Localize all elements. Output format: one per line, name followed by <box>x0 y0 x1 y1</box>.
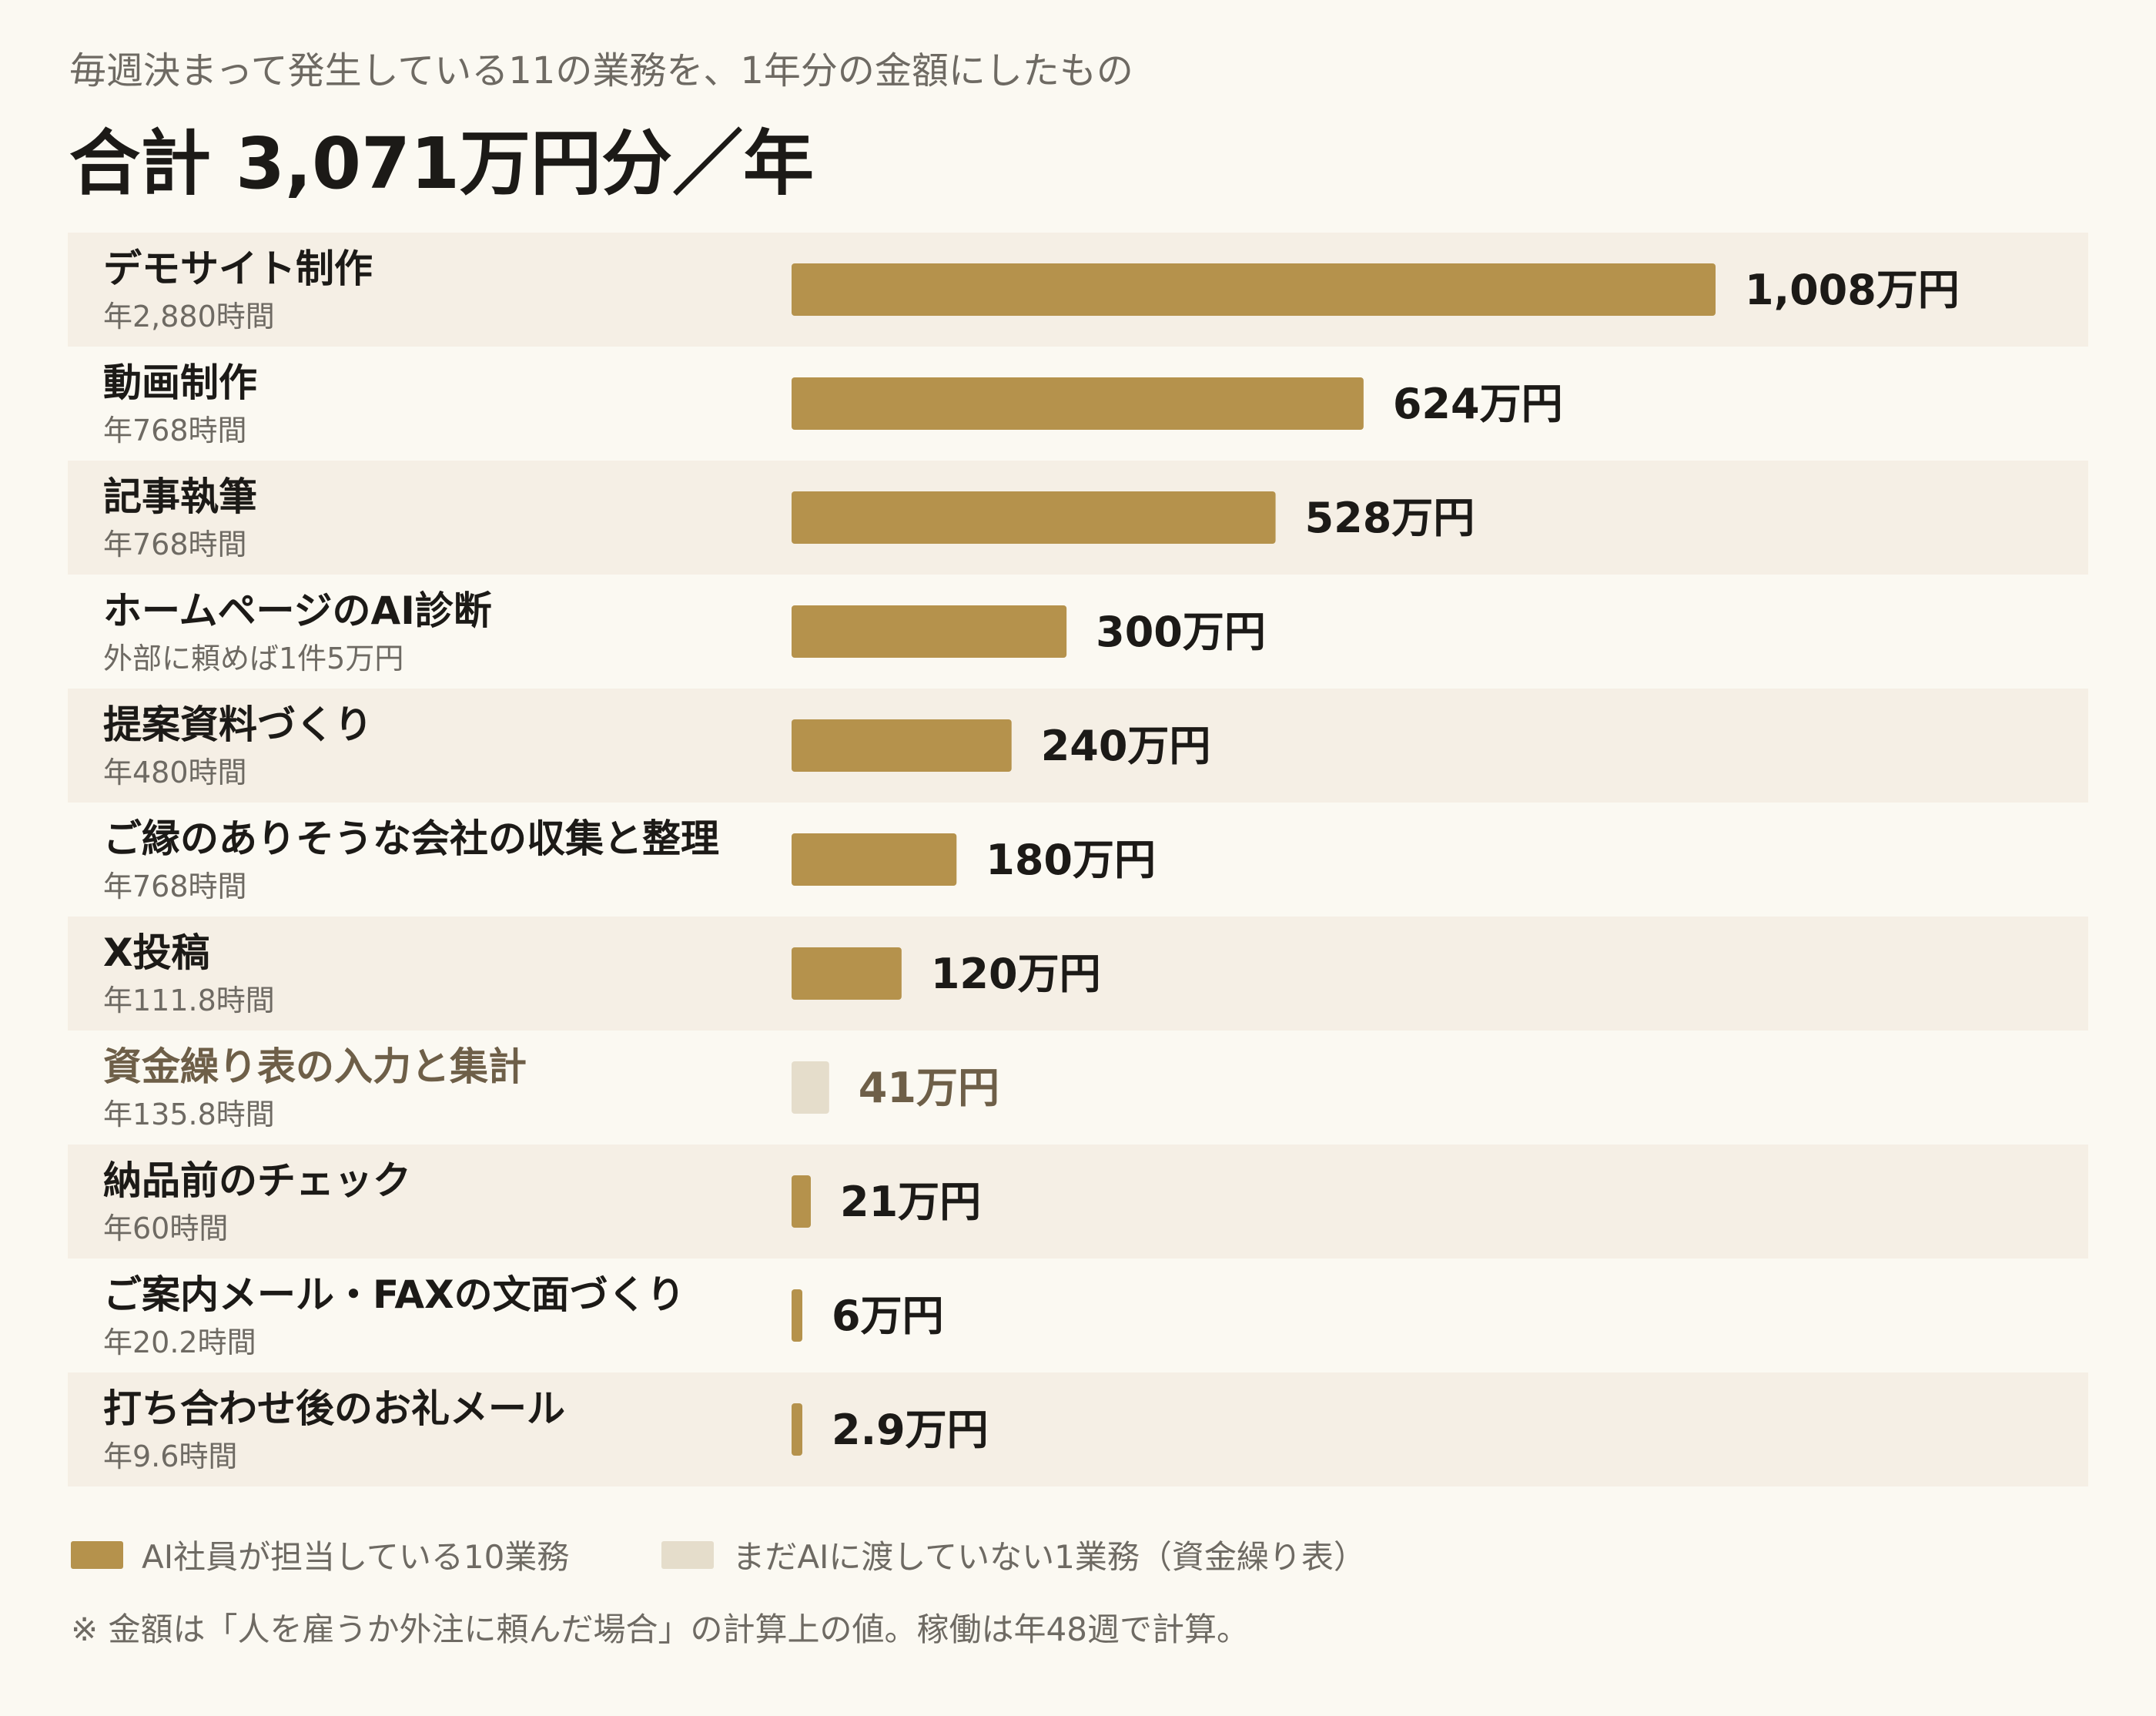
chart-title: 合計 3,071万円分／年 <box>69 122 815 205</box>
bar-detail-label: 年20.2時間 <box>103 1326 256 1359</box>
bar-value-label: 180万円 <box>986 836 1156 884</box>
bar-detail-label: 外部に頼めば1件5万円 <box>103 642 403 675</box>
bar <box>792 1061 829 1114</box>
bar-value-label: 21万円 <box>840 1178 981 1226</box>
bar-detail-label: 年768時間 <box>103 528 247 561</box>
bar-detail-label: 年135.8時間 <box>103 1098 275 1131</box>
bar-value-label: 41万円 <box>859 1064 999 1112</box>
bar <box>792 1403 802 1456</box>
row-band <box>68 917 2088 1031</box>
bar-detail-label: 年2,880時間 <box>103 300 275 333</box>
bar-value-label: 6万円 <box>832 1292 944 1340</box>
legend-swatch-todo <box>661 1540 715 1569</box>
bar-value-label: 240万円 <box>1041 722 1211 770</box>
bar <box>792 1289 802 1342</box>
bar-category-label: 記事執筆 <box>103 474 257 519</box>
bar-value-label: 2.9万円 <box>832 1406 989 1454</box>
row-band <box>68 1145 2088 1259</box>
row-band <box>68 1372 2088 1486</box>
bar-value-label: 300万円 <box>1096 608 1266 656</box>
bar-value-label: 1,008万円 <box>1745 266 1960 314</box>
bar-detail-label: 年768時間 <box>103 414 247 447</box>
bar-detail-label: 年480時間 <box>103 756 247 789</box>
bar <box>792 605 1067 658</box>
bar <box>792 833 957 886</box>
bar <box>792 1175 811 1228</box>
legend-label-todo: まだAIに渡していない1業務（資金繰り表） <box>732 1538 1366 1576</box>
bar-category-label: ご縁のありそうな会社の収集と整理 <box>103 816 719 861</box>
footnote: ※ 金額は「人を雇うか外注に頼んだ場合」の計算上の値。稼働は年48週で計算。 <box>71 1610 1249 1648</box>
legend-item-done: AI社員が担当している10業務 <box>71 1531 569 1578</box>
bar <box>792 377 1364 430</box>
bar-value-label: 528万円 <box>1305 494 1475 542</box>
bar <box>792 947 902 1000</box>
bar <box>792 491 1276 544</box>
chart-subtitle: 毎週決まって発生している11の業務を、1年分の金額にしたもの <box>69 49 1133 92</box>
bar-category-label: 資金繰り表の入力と集計 <box>103 1044 527 1089</box>
bar-value-label: 624万円 <box>1393 380 1563 428</box>
bar-category-label: 提案資料づくり <box>103 702 373 747</box>
bar-category-label: ご案内メール・FAXの文面づくり <box>103 1272 685 1317</box>
bar-detail-label: 年9.6時間 <box>103 1439 237 1473</box>
bar-category-label: 動画制作 <box>103 360 257 405</box>
bar-detail-label: 年60時間 <box>103 1212 228 1245</box>
bar-detail-label: 年768時間 <box>103 870 247 903</box>
bar-value-label: 120万円 <box>931 950 1101 998</box>
bar <box>792 263 1716 316</box>
bar <box>792 719 1012 772</box>
legend-swatch-done <box>71 1540 123 1569</box>
bar-category-label: 打ち合わせ後のお礼メール <box>103 1386 565 1431</box>
bar-category-label: デモサイト制作 <box>103 246 373 291</box>
legend-label-done: AI社員が担当している10業務 <box>142 1538 570 1576</box>
bar-category-label: ホームページのAI診断 <box>103 588 492 633</box>
bar-category-label: 納品前のチェック <box>103 1158 411 1203</box>
legend-item-todo: まだAIに渡していない1業務（資金繰り表） <box>661 1531 1366 1578</box>
legend: AI社員が担当している10業務 まだAIに渡していない1業務（資金繰り表） <box>71 1531 1458 1578</box>
row-band <box>68 689 2088 803</box>
bar-detail-label: 年111.8時間 <box>103 984 275 1017</box>
bar-category-label: X投稿 <box>103 930 210 975</box>
